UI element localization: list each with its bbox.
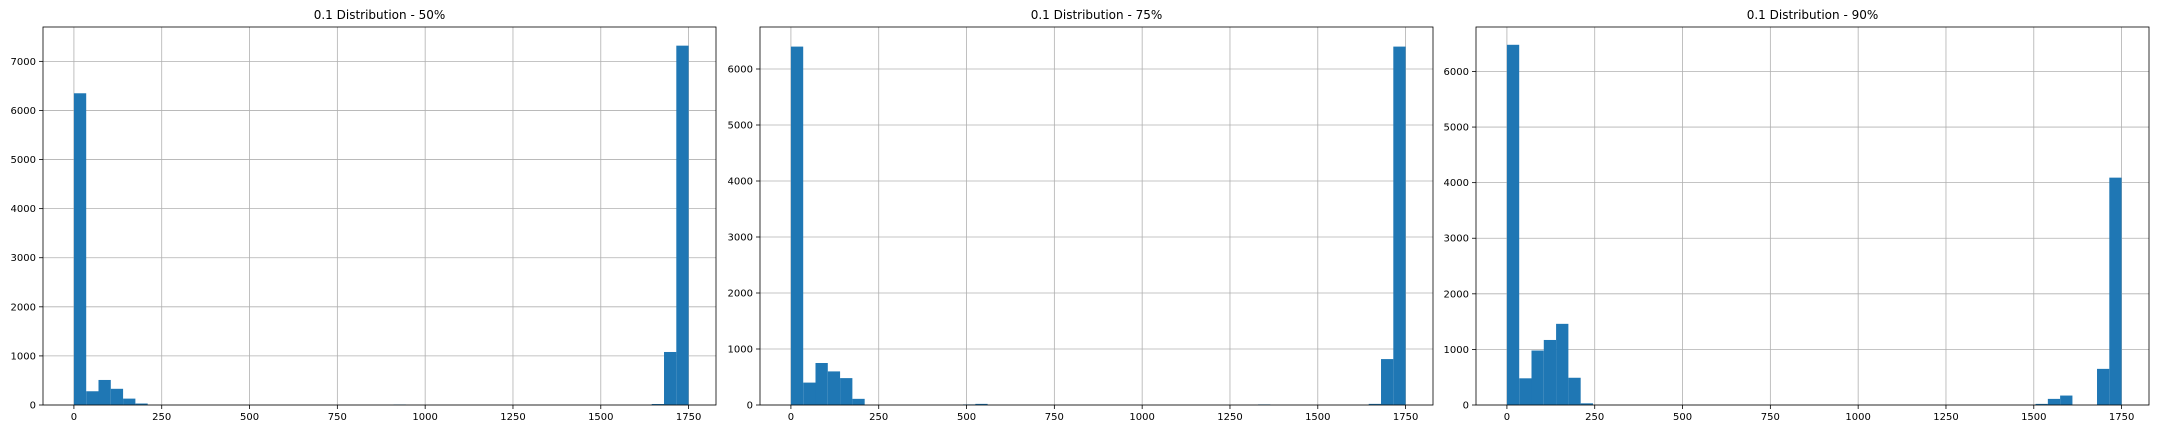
y-tick-label: 2000 [1444, 289, 1469, 300]
y-tick-label: 6000 [11, 106, 36, 117]
chart-title: 0.1 Distribution - 50% [314, 8, 446, 22]
y-tick-label: 1000 [1444, 345, 1469, 356]
histogram-bar [86, 391, 99, 405]
histogram-bar [98, 379, 111, 405]
chart-panel-2: 0 250 500 750 1000 1250 1500 1750 0 1000 2000 3000 4… [728, 8, 1434, 423]
histogram-bar [790, 46, 804, 405]
x-tick-label: 0 [1504, 412, 1510, 423]
histogram-bar [1393, 46, 1406, 405]
histogram-bar [123, 398, 136, 405]
x-tick-label: 250 [152, 412, 171, 423]
x-tick-label: 1250 [1217, 412, 1242, 423]
histogram-bar [815, 363, 828, 405]
axes-frame [42, 26, 717, 406]
y-tick-label: 1000 [11, 351, 36, 362]
x-tick-label: 1750 [1393, 412, 1418, 423]
histogram-bar [1506, 44, 1520, 405]
chart-title: 0.1 Distribution - 90% [1747, 8, 1879, 22]
axes-frame [759, 26, 1434, 406]
y-tick-label: 7000 [11, 57, 36, 68]
y-tick-label: 2000 [11, 302, 36, 313]
y-tick-label: 0 [747, 401, 753, 412]
x-tick-label: 500 [1673, 412, 1692, 423]
histogram-bar [1568, 377, 1581, 405]
x-tick-label: 1000 [1845, 412, 1870, 423]
histogram-bar [1556, 323, 1569, 405]
chart-panel-1: 0 250 500 750 1000 1250 1500 1750 0 1000 2000 3000 4… [11, 8, 717, 423]
x-tick-label: 750 [328, 412, 347, 423]
x-tick-label: 1750 [676, 412, 701, 423]
y-tick-label: 6000 [1444, 67, 1469, 78]
histogram-bar [1580, 403, 1593, 405]
histogram-bar [1531, 350, 1544, 405]
chart-panel-3: 0 250 500 750 1000 1250 1500 1750 0 1000 2000 3000 4… [1444, 8, 2150, 423]
y-tick-label: 3000 [1444, 234, 1469, 245]
histogram-bar [135, 403, 148, 405]
histogram-bar [1368, 403, 1382, 405]
histogram-bar [2047, 398, 2061, 405]
histogram-bar [840, 378, 853, 405]
y-tick-label: 5000 [11, 155, 36, 166]
x-tick-label: 0 [788, 412, 794, 423]
y-tick-label: 0 [30, 401, 36, 412]
x-tick-label: 1500 [588, 412, 613, 423]
x-tick-label: 1000 [412, 412, 437, 423]
y-tick-label: 2000 [728, 289, 753, 300]
histogram-bar [803, 382, 816, 405]
histogram-bar [2109, 177, 2122, 405]
y-tick-label: 4000 [1444, 178, 1469, 189]
histogram-bar [1543, 339, 1557, 405]
x-tick-label: 1500 [2021, 412, 2046, 423]
histogram-bar [651, 404, 665, 405]
y-tick-label: 4000 [728, 177, 753, 188]
y-tick-label: 4000 [11, 204, 36, 215]
histogram-bar [110, 388, 124, 405]
x-tick-label: 1750 [2109, 412, 2134, 423]
x-tick-label: 500 [957, 412, 976, 423]
y-tick-label: 3000 [11, 253, 36, 264]
x-tick-label: 750 [1761, 412, 1780, 423]
x-tick-label: 250 [1585, 412, 1604, 423]
histogram-bar [852, 398, 865, 405]
histogram-bar [2097, 368, 2110, 405]
histogram-bar [73, 93, 87, 405]
y-tick-label: 0 [1463, 401, 1469, 412]
histogram-bar [676, 45, 689, 406]
histogram-bar [2035, 403, 2048, 405]
histogram-bar [2060, 395, 2073, 405]
axes-frame [1475, 26, 2150, 406]
y-tick-label: 5000 [1444, 123, 1469, 134]
histogram-bar [975, 403, 988, 405]
y-tick-label: 3000 [728, 233, 753, 244]
histogram-bar [1519, 378, 1532, 405]
y-tick-label: 1000 [728, 345, 753, 356]
histogram-bar [1381, 359, 1394, 405]
x-tick-label: 0 [71, 412, 77, 423]
chart-title: 0.1 Distribution - 75% [1031, 8, 1163, 22]
x-tick-label: 500 [240, 412, 259, 423]
x-tick-label: 1250 [1933, 412, 1958, 423]
y-tick-label: 5000 [728, 121, 753, 132]
x-tick-label: 750 [1045, 412, 1064, 423]
histogram-bar [827, 371, 841, 405]
x-tick-label: 1500 [1305, 412, 1330, 423]
x-tick-label: 1250 [500, 412, 525, 423]
y-tick-label: 6000 [728, 65, 753, 76]
x-tick-label: 250 [869, 412, 888, 423]
x-tick-label: 1000 [1129, 412, 1154, 423]
histogram-bar [664, 351, 677, 405]
